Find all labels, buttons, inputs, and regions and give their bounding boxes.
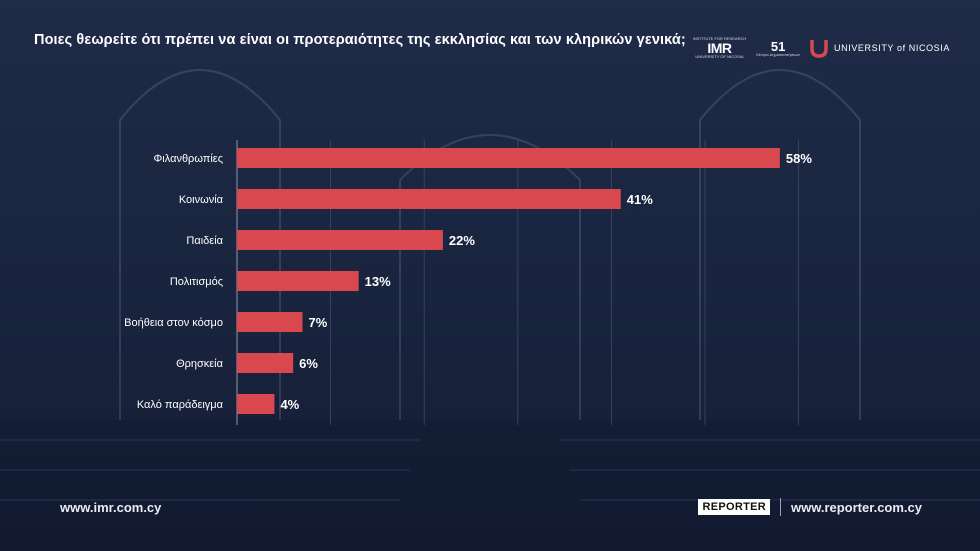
logo-group: INSTITUTE FOR RESEARCH IMR UNIVERSITY OF… [693,36,950,60]
value-label: 41% [627,192,653,207]
fifty-one-logo-text: 51 [770,38,786,54]
bar [237,230,443,250]
imr-url[interactable]: www.imr.com.cy [60,500,162,515]
category-label: Παιδεία [186,235,223,247]
footer-divider [779,498,781,516]
bar [237,394,275,414]
imr-logo: INSTITUTE FOR RESEARCH IMR UNIVERSITY OF… [693,37,747,59]
value-label: 22% [449,233,475,248]
category-label: Θρησκεία [176,358,224,370]
fifty-one-logo: 51 Κέντρο Δημοσκοπήσεων [756,40,800,57]
chart-title: Ποιες θεωρείτε ότι πρέπει να είναι οι πρ… [34,32,686,48]
value-label: 6% [299,356,318,371]
category-label: Πολιτισμός [170,276,223,288]
value-label: 7% [309,315,328,330]
category-label: Κοινωνία [179,194,224,206]
bar [237,148,780,168]
imr-logo-top: INSTITUTE FOR RESEARCH [692,36,747,41]
unic-logo-text: UNIVERSITY of NICOSIA [834,43,950,53]
fifty-one-logo-sub: Κέντρο Δημοσκοπήσεων [756,51,801,57]
bar [237,312,303,332]
category-label: Βοήθεια στον κόσμο [124,317,223,329]
value-label: 58% [786,151,812,166]
bar [237,271,359,291]
category-label: Φιλανθρωπίες [154,153,223,165]
unic-logo: UNIVERSITY of NICOSIA [810,38,950,58]
value-label: 13% [365,274,391,289]
imr-logo-text: IMR [707,40,732,56]
imr-logo-sub: UNIVERSITY OF NICOSIA [695,54,744,59]
unic-u-icon [810,40,828,58]
value-label: 4% [280,397,299,412]
category-label: Καλό παράδειγμα [137,399,224,411]
bar [237,353,294,373]
reporter-logo: REPORTER [698,499,770,515]
bar [237,189,621,209]
reporter-url[interactable]: www.reporter.com.cy [790,499,922,515]
reporter-footer: REPORTER www.reporter.com.cy [698,498,922,516]
